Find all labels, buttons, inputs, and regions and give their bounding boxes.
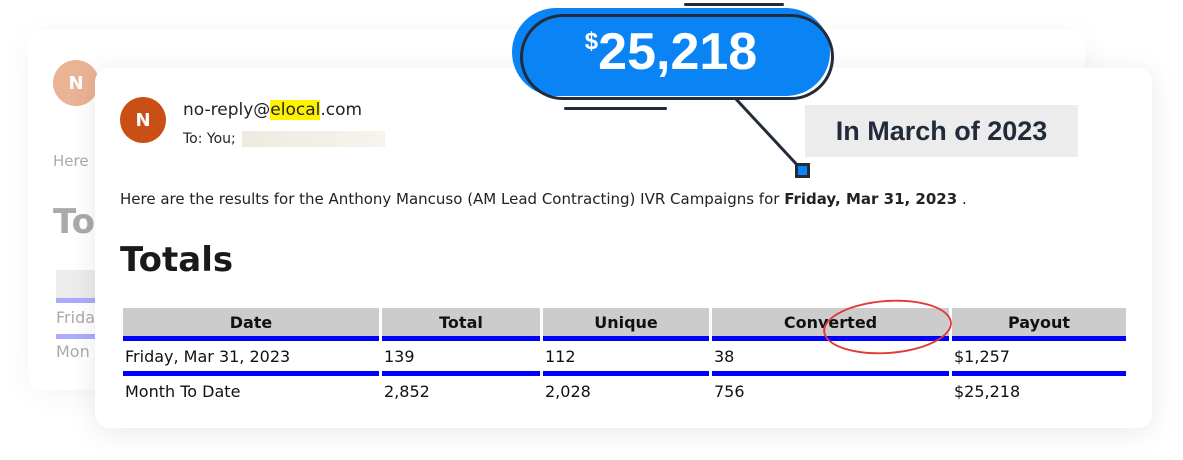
callout-anchor-dot xyxy=(795,163,810,178)
header-total: Total xyxy=(382,308,540,341)
intro-date: Friday, Mar 31, 2023 xyxy=(784,190,958,208)
table-header-row: Date Total Unique Converted Payout xyxy=(123,308,1126,341)
cell: 38 xyxy=(712,341,949,376)
callout-pill xyxy=(512,8,830,96)
section-title: Totals xyxy=(120,240,234,280)
back-intro: Here xyxy=(53,152,89,170)
decor-dash xyxy=(684,3,784,6)
table-row: Friday, Mar 31, 2023 139 112 38 $1,257 xyxy=(123,341,1126,376)
header-unique: Unique xyxy=(543,308,709,341)
redacted-recipient xyxy=(241,131,385,147)
back-rule xyxy=(56,334,116,339)
back-row: Mon xyxy=(56,342,90,361)
sender-prefix: no-reply@ xyxy=(183,100,271,120)
header-date: Date xyxy=(123,308,379,341)
sender-highlight: elocal xyxy=(270,100,321,120)
intro-body: Here are the results for the Anthony Man… xyxy=(120,190,785,208)
callout-caption: In March of 2023 xyxy=(805,105,1078,157)
header-payout: Payout xyxy=(952,308,1126,341)
sender-suffix: .com xyxy=(320,100,363,120)
currency-symbol: $ xyxy=(584,28,599,55)
cell: Month To Date xyxy=(125,381,241,401)
amount-value: 25,218 xyxy=(598,23,758,81)
cell: $1,257 xyxy=(952,341,1126,376)
to-label: To: You; xyxy=(183,131,236,147)
cell: $25,218 xyxy=(954,381,1021,401)
callout-amount: $25,218 xyxy=(512,8,830,96)
back-title: To xyxy=(53,202,96,242)
cell: 756 xyxy=(714,381,745,401)
cell: 112 xyxy=(543,341,709,376)
sender-address: no-reply@elocal.com xyxy=(183,100,362,120)
cell: 139 xyxy=(382,341,540,376)
table-row: Month To Date 2,852 2,028 756 $25,218 xyxy=(123,376,1126,406)
cell: Friday, Mar 31, 2023 xyxy=(123,341,379,376)
back-row: Frida xyxy=(56,308,96,327)
intro-text: Here are the results for the Anthony Man… xyxy=(120,190,967,208)
recipient-line: To: You; xyxy=(183,131,385,147)
callout-outline xyxy=(520,14,834,100)
header-converted: Converted xyxy=(712,308,949,341)
cell: 2,028 xyxy=(545,381,591,401)
sender-avatar: N xyxy=(120,97,166,143)
avatar: N xyxy=(53,60,99,106)
totals-table: Date Total Unique Converted Payout Frida… xyxy=(120,308,1129,406)
decor-dash xyxy=(564,107,667,110)
cell: 2,852 xyxy=(384,381,430,401)
intro-end: . xyxy=(957,190,967,208)
